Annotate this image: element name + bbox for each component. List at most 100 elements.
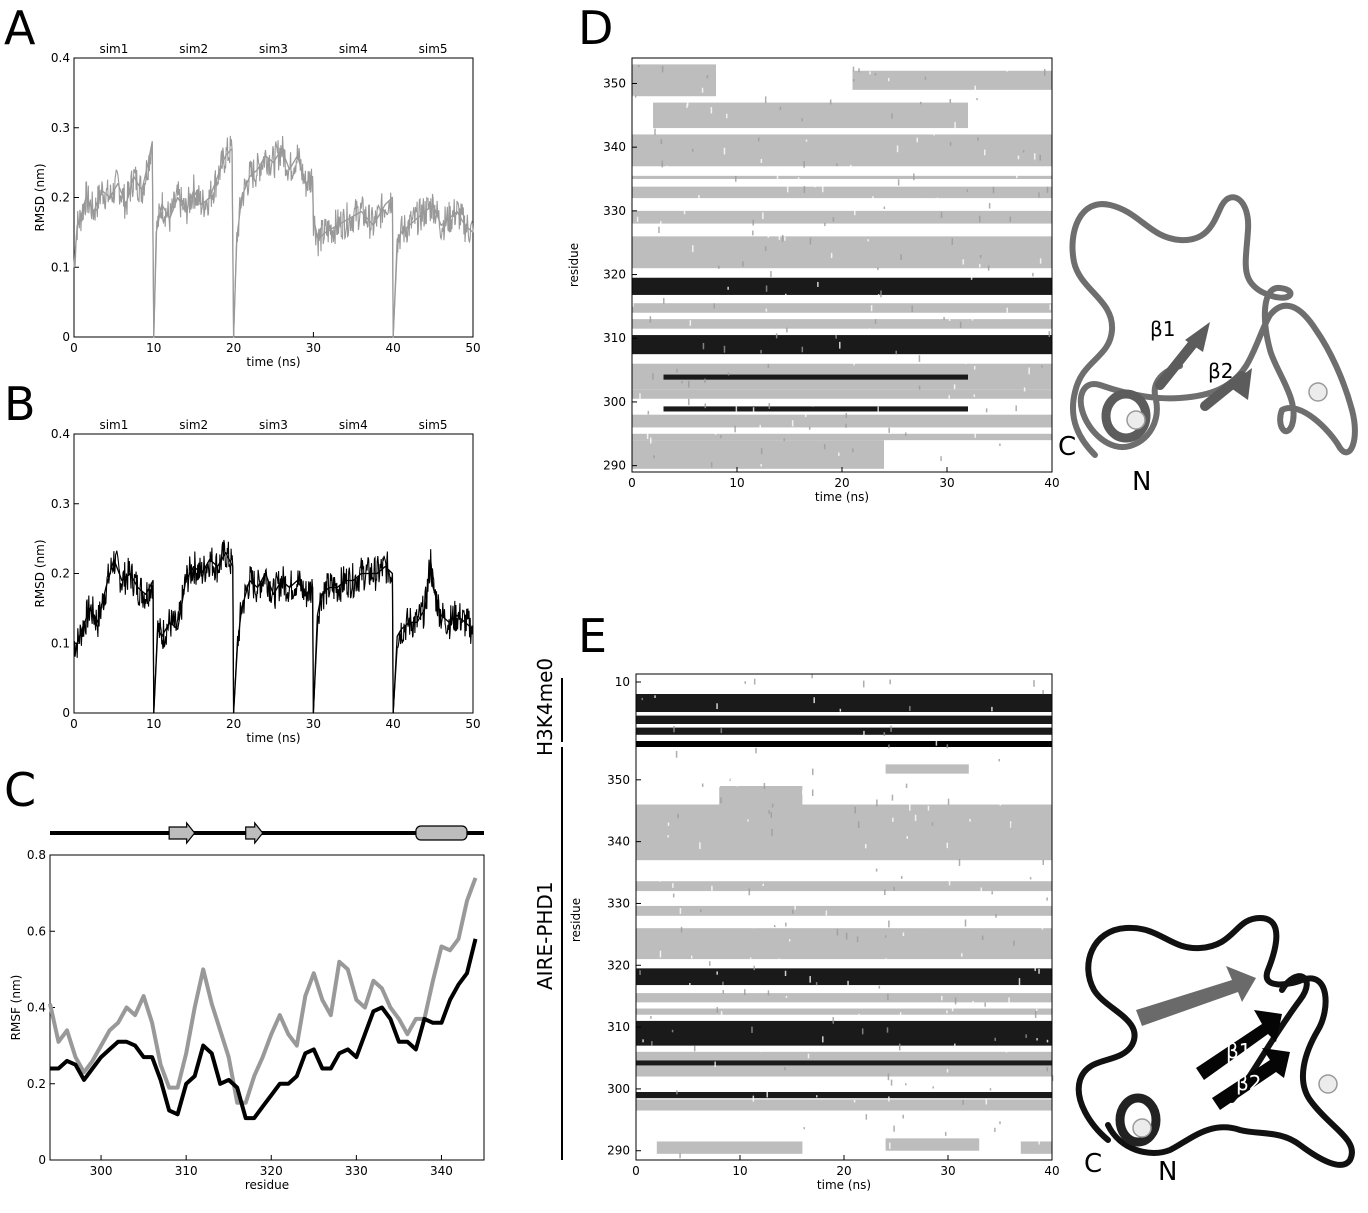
speckle [934, 792, 937, 799]
speckle [877, 267, 879, 271]
contact-band-1 [636, 715, 1052, 724]
y-tick-label: 0.3 [51, 121, 70, 135]
speckle [1048, 97, 1051, 104]
speckle [1046, 1067, 1049, 1072]
speckle [900, 254, 902, 260]
speckle [916, 137, 919, 143]
x-tick-label: 30 [940, 1164, 955, 1178]
speckle [1015, 405, 1017, 412]
contact-band-17 [656, 1141, 803, 1154]
speckle [1016, 173, 1018, 179]
speckle [764, 87, 766, 90]
speckle [1042, 690, 1044, 695]
speckle [857, 821, 860, 828]
speckle [725, 113, 728, 119]
speckle [888, 168, 890, 175]
speckle [768, 810, 770, 814]
x-tick-label: 20 [834, 476, 849, 490]
speckle [689, 320, 692, 326]
speckle [667, 835, 669, 838]
speckle [1038, 1138, 1040, 1145]
speckle [878, 985, 881, 989]
speckle [767, 231, 770, 238]
speckle [704, 403, 707, 409]
x-tick-label: 10 [732, 1164, 747, 1178]
speckle [883, 866, 886, 869]
speckle [1009, 216, 1012, 222]
speckle [1013, 940, 1015, 946]
speckle [638, 64, 640, 68]
speckle [744, 989, 746, 996]
speckle [767, 990, 770, 996]
y-tick-label: 340 [603, 140, 626, 154]
speckle [948, 880, 951, 886]
speckle [723, 345, 726, 353]
panel-b-rmsd-chart: 0 10 20 30 40 50 0 0.1 0.2 0.3 0.4 time (ns) RMSD (n… [33, 418, 481, 745]
speckle [808, 426, 811, 430]
speckle [786, 186, 789, 193]
x-axis-label: time (ns) [246, 731, 300, 745]
speckle [811, 768, 814, 776]
x-tick-label: 30 [306, 717, 321, 731]
speckle [829, 169, 831, 175]
speckle [658, 226, 660, 234]
speckle [762, 883, 764, 886]
speckle [893, 863, 895, 870]
x-tick-label: 320 [260, 1164, 283, 1178]
plot-frame-C [49, 854, 485, 1161]
speckle [946, 842, 949, 849]
speckle [889, 1142, 891, 1150]
y-tick-label: 0.4 [27, 1001, 46, 1015]
speckle [753, 965, 756, 971]
speckle [723, 147, 726, 155]
speckle [983, 149, 986, 156]
y-axis-label: RMSF (nm) [9, 975, 23, 1041]
speckle [661, 65, 664, 73]
speckle [672, 883, 674, 888]
speckle [750, 756, 753, 762]
speckle [886, 1004, 888, 1007]
speckle [660, 221, 662, 225]
speckle [918, 385, 921, 390]
helix-bar-2 [415, 825, 468, 841]
speckle [946, 1068, 949, 1073]
x-tick-label: 10 [729, 476, 744, 490]
speckle [773, 925, 776, 928]
speckle [951, 238, 954, 245]
speckle [706, 75, 709, 79]
speckle [918, 355, 921, 362]
structure-e-zinc-2 [1318, 1074, 1338, 1094]
speckle [911, 305, 913, 313]
speckle [852, 66, 855, 72]
speckle [1036, 1008, 1038, 1011]
speckle [716, 971, 718, 975]
speckle [946, 1010, 948, 1014]
contact-band-2 [653, 102, 968, 129]
speckle [683, 209, 686, 215]
speckle [888, 744, 890, 749]
speckle [734, 425, 736, 433]
speckle [716, 1007, 719, 1013]
speckle [668, 675, 670, 682]
speckle [688, 398, 690, 406]
speckle [747, 819, 749, 822]
speckle [967, 676, 969, 682]
speckle [909, 804, 911, 811]
speckle [745, 861, 747, 865]
speckle [868, 328, 871, 333]
speckle [659, 879, 662, 882]
speckle [865, 1114, 868, 1120]
speckle [933, 131, 935, 136]
structure-d-label-n-terminus: N [1132, 467, 1151, 497]
speckle [817, 281, 819, 287]
speckle [845, 413, 848, 419]
x-tick-label: 0 [632, 1164, 640, 1178]
speckle [852, 79, 855, 82]
speckle [653, 455, 655, 459]
contact-band-9 [632, 303, 1052, 313]
panel-letter-c: C [4, 763, 36, 817]
y-tick-label: 0.2 [51, 567, 70, 581]
speckle [777, 1130, 780, 1133]
y-tick-label: 320 [603, 268, 626, 282]
contact-band-0 [636, 694, 1052, 712]
